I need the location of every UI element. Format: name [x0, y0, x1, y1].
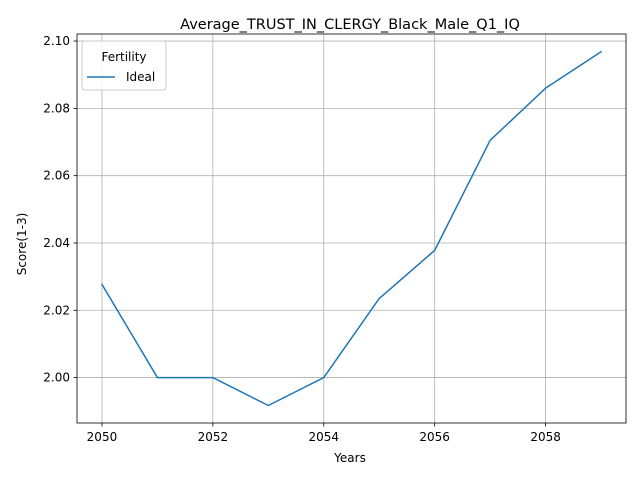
- y-tick-label: 2.00: [43, 371, 70, 385]
- grid: [77, 34, 626, 423]
- y-tick-label: 2.08: [43, 101, 70, 115]
- legend-title: Fertility: [101, 50, 146, 64]
- plot-area-frame: [76, 33, 627, 424]
- y-axis: 2.00 2.02 2.04 2.06 2.08 2.10: [43, 34, 77, 385]
- x-tick-label: 2056: [419, 430, 450, 444]
- legend: Fertility Ideal: [81, 40, 167, 91]
- x-axis-title: Years: [333, 451, 366, 465]
- series-layer: [100, 50, 603, 407]
- x-tick-label: 2052: [198, 430, 229, 444]
- chart-title: Average_TRUST_IN_CLERGY_Black_Male_Q1_IQ: [180, 17, 520, 33]
- y-tick-label: 2.10: [43, 34, 70, 48]
- x-tick-label: 2050: [87, 430, 118, 444]
- x-tick-label: 2054: [308, 430, 339, 444]
- x-axis: 2050 2052 2054 2056 2058: [87, 423, 561, 444]
- x-tick-label: 2058: [530, 430, 561, 444]
- series-line-ideal: [100, 50, 603, 407]
- y-tick-label: 2.04: [43, 236, 70, 250]
- y-tick-label: 2.06: [43, 169, 70, 183]
- y-axis-title: Score(1-3): [15, 213, 29, 276]
- legend-label-ideal: Ideal: [126, 70, 155, 84]
- y-tick-label: 2.02: [43, 303, 70, 317]
